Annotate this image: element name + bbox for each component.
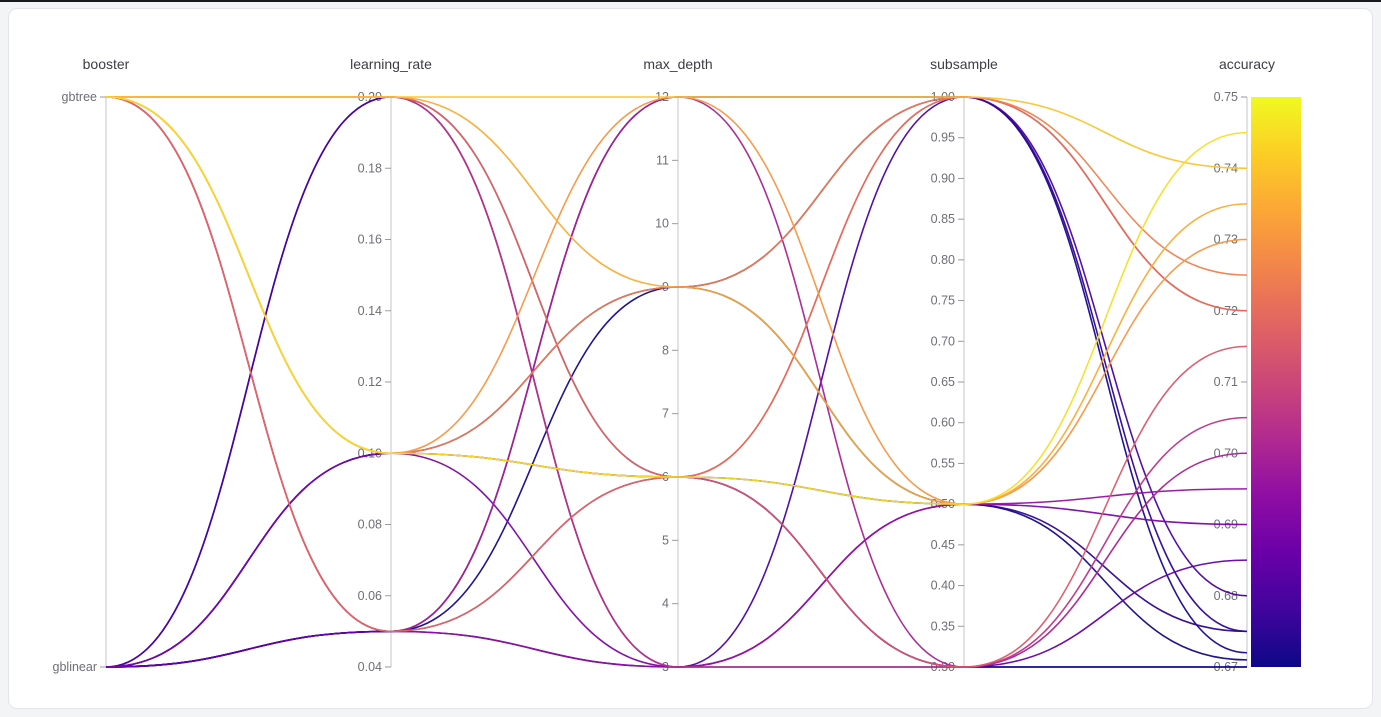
parallel-coordinates-chart[interactable]: booster gblinear gbtree learning_rate 0.04 0.… [9,9,1372,708]
accuracy-colorbar [1251,97,1301,667]
tick-label: 0.35 [931,619,955,633]
tick-label: 0.06 [358,589,382,603]
tick-label: 11 [656,153,669,167]
trial-line [105,96,1248,505]
tick-label: 8 [662,343,669,357]
tick-label: gbtree [62,90,97,104]
axis-title-max_depth[interactable]: max_depth [643,56,712,72]
trial-line [105,96,1248,505]
tick-label: 0.14 [358,304,382,318]
tick-label: 0.68 [1214,589,1238,603]
tick-label: gblinear [53,660,97,674]
tick-label: 0.80 [931,253,955,267]
trial-line [105,96,1248,668]
trial-line [105,96,1248,170]
trial-line [105,96,1248,668]
tick-label: 4 [662,597,669,611]
tick-label: 7 [662,407,669,421]
axis-title-learning_rate[interactable]: learning_rate [350,56,432,72]
tick-label: 5 [662,533,669,547]
tick-label: 0.18 [358,161,382,175]
trial-line [105,96,1248,668]
axis-subsample[interactable]: subsample0.300.350.400.450.500.550.600.6… [930,56,998,674]
tick-label: 0.75 [1214,90,1238,104]
trial-line [105,96,1248,668]
axis-booster[interactable]: booster gblinear gbtree [53,56,130,674]
tick-label: 0.70 [931,334,955,348]
tick-label: 0.45 [931,538,955,552]
axis-title-subsample[interactable]: subsample [930,56,998,72]
tick-label: 0.12 [358,375,382,389]
trial-line [105,452,1248,668]
tick-label: 0.60 [931,416,955,430]
tick-label: 0.90 [931,171,955,185]
tick-label: 0.55 [931,456,955,470]
tick-label: 10 [655,217,669,231]
tick-label: 0.85 [931,212,955,226]
trial-line [105,96,1248,668]
axis-title-booster[interactable]: booster [83,56,130,72]
tick-label: 0.65 [931,375,955,389]
tick-label: 0.40 [931,579,955,593]
axis-title-accuracy[interactable]: accuracy [1219,56,1275,72]
axis-learning_rate[interactable]: learning_rate0.040.060.080.100.120.140.1… [350,56,432,674]
tick-label: 0.04 [358,660,382,674]
tick-label: 0.16 [358,233,382,247]
tick-label: 0.95 [931,131,955,145]
tick-label: 0.75 [931,294,955,308]
tick-label: 0.71 [1214,375,1238,389]
chart-card: booster gblinear gbtree learning_rate 0.04 0.… [8,8,1373,709]
trial-line [105,96,1248,668]
trial-line [105,96,1248,505]
trial-line [105,96,1248,668]
trial-line [105,630,1247,668]
trial-line [105,96,1248,668]
tick-label: 0.08 [358,518,382,532]
window-top-edge [0,0,1381,2]
